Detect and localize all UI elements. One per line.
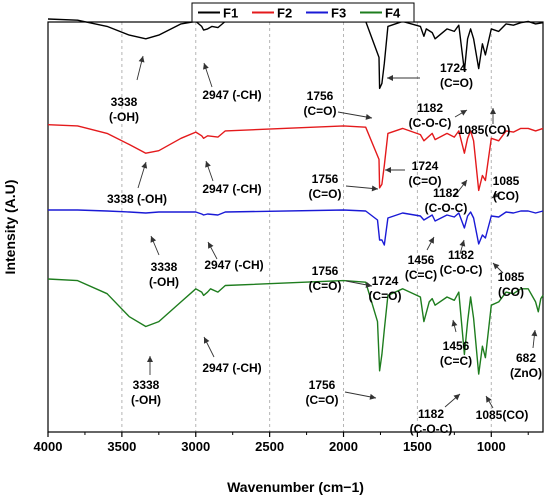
series-line-f2 [47,124,544,192]
annotation-arrowhead [138,56,145,63]
legend-label: F2 [277,6,292,21]
annotation-label: (CO) [498,285,524,299]
series-line-f1 [47,18,544,90]
annotation-label: 1456 [443,339,470,353]
annotation-label: (-OH) [131,393,161,407]
annotation-label: 3338 [111,95,138,109]
annotation-arrowhead [460,110,467,116]
annotation-arrowhead [460,180,467,187]
annotation-arrowhead [203,63,209,70]
annotation-label: (C=O) [440,76,473,90]
series-line-f3 [48,209,544,246]
annotation-label: 1085 [493,174,520,188]
annotation-arrowhead [531,330,538,337]
annotation-label: 1085(CO) [476,408,529,422]
x-tick-label: 3000 [181,439,210,454]
annotation-label: (C=O) [306,393,339,407]
annotation-label: (C-O-C) [409,116,452,130]
annotation-label: 1182 [433,186,459,200]
annotation-label: (C=C) [405,268,437,282]
legend-label: F4 [385,6,401,21]
annotation-label: (C=O) [409,174,442,188]
annotation-label: 1756 [309,378,336,392]
annotation-arrowhead [369,393,376,400]
annotation-arrowhead [385,167,391,173]
annotation-arrowhead [486,396,492,403]
annotation-arrowhead [141,162,148,169]
annotation-label: (C-O-C) [425,201,468,215]
y-axis-label: Intensity (A.U) [2,180,18,275]
annotation-label: (C-O-C) [440,263,483,277]
annotation-label: (CO) [493,189,519,203]
x-axis-label: Wavenumber (cm−1) [227,479,364,495]
annotation-label: (C-O-C) [410,422,453,436]
annotation-arrowhead [451,320,458,327]
annotation-label: 1182 [418,407,444,421]
annotation-label: (ZnO) [510,366,542,380]
legend-label: F1 [223,6,238,21]
annotation-arrowhead [371,185,378,192]
annotation-label: (C=O) [304,104,337,118]
annotation-arrowhead [147,356,153,362]
legend-label: F3 [331,6,346,21]
annotation-label: 682 [516,351,536,365]
x-tick-label: 3500 [107,439,136,454]
x-tick-label: 2500 [255,439,284,454]
annotation-arrowhead [490,108,496,114]
x-tick-label: 2000 [329,439,358,454]
annotation-label: 2947 (-CH) [202,361,261,375]
annotation-arrowhead [150,236,157,243]
annotation-label: (-OH) [149,275,179,289]
annotation-label: 1182 [417,101,443,115]
annotation-label: (C=C) [440,354,472,368]
annotation-label: 2947 (-CH) [202,88,261,102]
annotation-label: 2947 (-CH) [204,258,263,272]
legend-box [191,2,415,23]
annotation-label: 1456 [408,253,435,267]
annotation-label: 3338 [151,260,178,274]
annotation-label: (-OH) [109,110,139,124]
annotation-label: (C=O) [369,289,402,303]
annotation-arrowhead [365,281,372,288]
annotation-label: 1085 [498,270,525,284]
x-tick-label: 1000 [477,439,506,454]
annotation-label: 2947 (-CH) [202,182,261,196]
annotation-arrowhead [493,263,500,270]
annotation-label: 1724 [372,274,399,288]
annotation-label: 1182 [448,248,474,262]
annotation-label: 1085(CO) [458,123,511,137]
annotation-label: 3338 [133,378,160,392]
annotation-arrowhead [428,237,434,244]
x-tick-label: 1500 [403,439,432,454]
series-line-f4 [47,278,544,375]
annotation-arrowhead [459,240,466,247]
annotation-arrowhead [492,192,499,198]
annotation-label: 1724 [440,61,467,75]
annotation-arrowhead [387,75,393,81]
annotation-label: (C=O) [309,187,342,201]
annotation-label: 1756 [312,264,339,278]
annotation-arrowhead [453,394,460,401]
annotation-label: (C=O) [309,279,342,293]
annotation-label: 1756 [307,89,334,103]
annotation-arrowhead [365,114,372,120]
annotation-arrowhead [204,337,210,344]
x-tick-label: 4000 [34,439,63,454]
annotation-arrowhead [208,242,214,249]
annotation-label: 1756 [312,172,339,186]
annotation-label: 3338 (-OH) [107,192,167,206]
annotation-arrowhead [205,161,211,168]
annotation-label: 1724 [412,159,439,173]
